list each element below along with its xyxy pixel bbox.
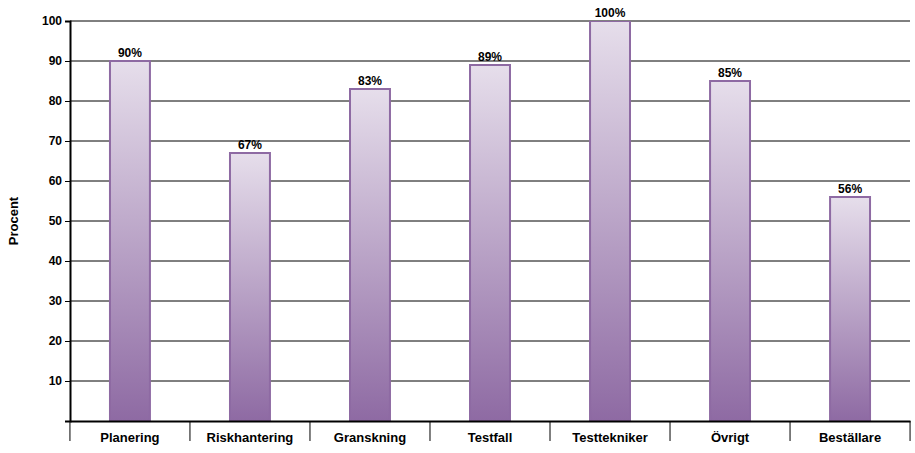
bar [590, 21, 630, 421]
y-tick-mark [65, 21, 70, 22]
data-label: 83% [358, 74, 382, 88]
y-tick-mark [65, 101, 70, 102]
bars [110, 21, 870, 421]
bar [350, 89, 390, 421]
y-tick-label: 60 [49, 174, 63, 188]
y-tick-mark [65, 261, 70, 262]
y-tick-label: 50 [49, 214, 63, 228]
y-axis-line [65, 22, 71, 422]
x-axis-line [71, 421, 911, 423]
chart: 10 20 30 40 50 60 70 80 90 100 Planering Riskhanter… [0, 0, 915, 453]
x-separator [309, 421, 310, 441]
y-tick-mark [65, 221, 70, 222]
y-axis-title: Procent [6, 196, 21, 245]
y-tick-mark [65, 141, 70, 142]
y-tick-label: 90 [49, 54, 63, 68]
x-axis: Planering Riskhantering Granskning Testfall… [70, 421, 911, 445]
x-tick-label: Beställare [819, 430, 881, 445]
x-tick: Planering [100, 421, 159, 445]
x-tick: Granskning [334, 421, 406, 445]
y-tick-label: 40 [49, 254, 63, 268]
x-tick: Beställare [819, 421, 881, 445]
y-tick-mark [65, 301, 70, 302]
x-tick: Övrigt [711, 421, 750, 445]
x-separator [550, 421, 551, 441]
y-tick: 10 [49, 374, 70, 388]
x-tick: Riskhantering [207, 421, 294, 445]
y-tick: 60 [49, 174, 70, 188]
x-tick: Testfall [468, 421, 513, 445]
y-tick-mark [65, 181, 70, 182]
y-tick-mark [65, 381, 70, 382]
x-tick-label: Granskning [334, 430, 406, 445]
x-tick-label: Planering [100, 430, 159, 445]
bar [470, 65, 510, 421]
plot: 10 20 30 40 50 60 70 80 90 100 Planering Riskhanter… [42, 6, 911, 445]
x-tick-label: Testtekniker [572, 430, 648, 445]
y-tick: 40 [49, 254, 70, 268]
y-tick-mark [65, 341, 70, 342]
y-tick: 90 [49, 54, 70, 68]
x-separator [790, 421, 791, 441]
y-tick: 100 [42, 14, 70, 28]
y-tick-mark [65, 61, 70, 62]
x-tick-label: Testfall [468, 430, 513, 445]
y-tick-label: 80 [49, 94, 63, 108]
x-separator [429, 421, 430, 441]
x-tick: Testtekniker [572, 421, 648, 445]
x-separator [69, 421, 70, 441]
data-label: 89% [478, 50, 502, 64]
y-tick-label: 20 [49, 334, 63, 348]
y-tick-label: 70 [49, 134, 63, 148]
y-tick-label: 30 [49, 294, 63, 308]
data-label: 85% [718, 66, 742, 80]
y-tick: 50 [49, 214, 70, 228]
data-label: 56% [838, 182, 862, 196]
data-labels: 90% 67% 83% 89% 100% 85% 56% [118, 6, 862, 196]
data-label: 90% [118, 46, 142, 60]
bar [230, 153, 270, 421]
y-axis: 10 20 30 40 50 60 70 80 90 100 [42, 14, 71, 421]
y-tick: 80 [49, 94, 70, 108]
y-tick: 70 [49, 134, 70, 148]
data-label: 67% [238, 138, 262, 152]
y-tick-label: 100 [42, 14, 62, 28]
grid-line [70, 21, 910, 22]
x-tick-label: Riskhantering [207, 430, 294, 445]
data-label: 100% [595, 6, 626, 20]
bar [710, 81, 750, 421]
y-tick: 20 [49, 334, 70, 348]
bar [110, 61, 150, 421]
x-separator [189, 421, 190, 441]
x-separator [670, 421, 671, 441]
x-tick-label: Övrigt [711, 430, 750, 445]
y-tick: 30 [49, 294, 70, 308]
bar [830, 197, 870, 421]
x-separators [70, 421, 910, 441]
x-separator [910, 421, 911, 441]
y-tick-label: 10 [49, 374, 63, 388]
